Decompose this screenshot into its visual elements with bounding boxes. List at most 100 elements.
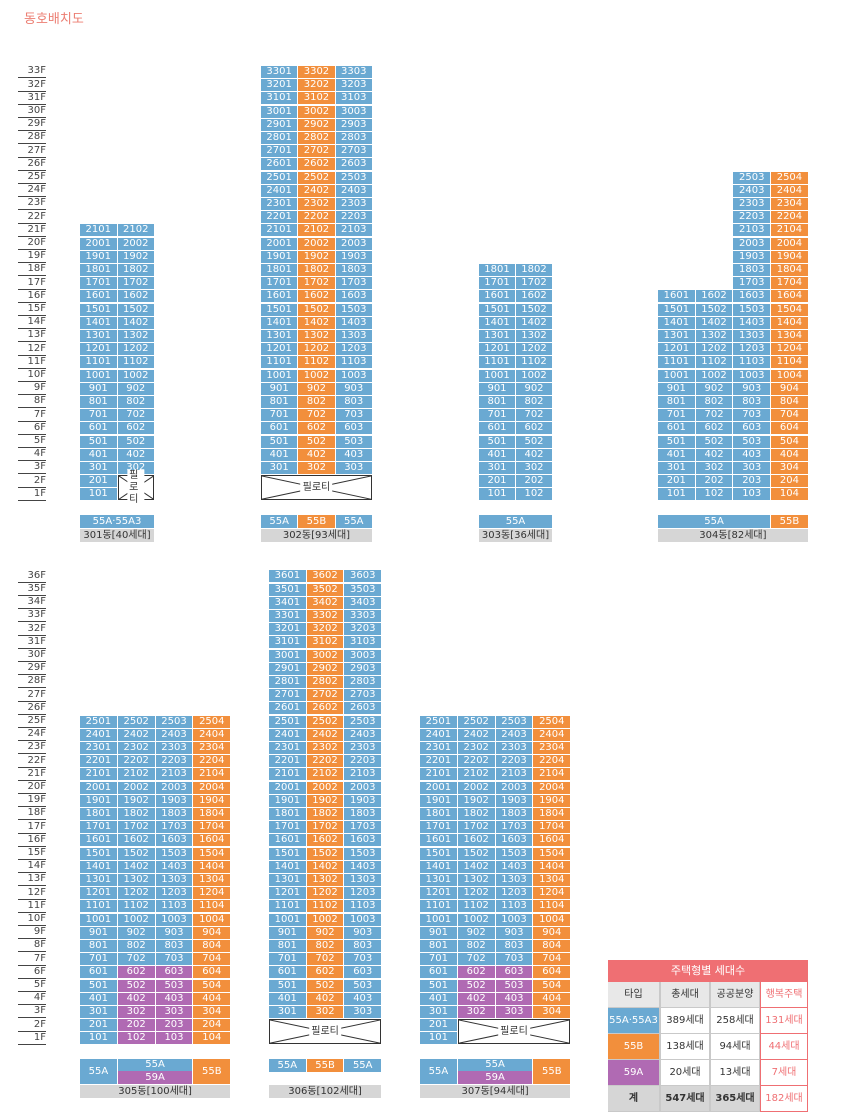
unit-cell: 1201 xyxy=(261,343,298,356)
unit-cell: 1604 xyxy=(533,834,571,847)
unit-cell: 2703 xyxy=(335,145,372,158)
unit-cell: 1104 xyxy=(771,356,808,369)
unit-cell: 1001 xyxy=(80,913,117,926)
unit-cell: 3001 xyxy=(261,105,298,118)
unit-cell: 2503 xyxy=(335,171,372,184)
legend-header-row: 타입 총세대 공공분양 행복주택 xyxy=(608,982,808,1008)
unit-cell: 2602 xyxy=(306,702,344,715)
unit-cell: 2303 xyxy=(733,198,771,210)
unit-cell: 2903 xyxy=(335,118,372,131)
unit-cell: 3303 xyxy=(335,66,372,78)
unit-cell: 402 xyxy=(117,448,154,461)
type-bar: 55B xyxy=(771,515,808,528)
unit-cell: 902 xyxy=(306,926,344,939)
unit-cell: 1302 xyxy=(457,874,495,886)
unit-cell: 2101 xyxy=(420,768,457,781)
legend-total: 389세대 xyxy=(660,1008,710,1034)
unit-cell: 701 xyxy=(479,409,515,422)
building-name: 304동[82세대] xyxy=(658,529,808,542)
unit-cell: 2303 xyxy=(495,742,533,754)
unit-cell: 1102 xyxy=(695,356,733,369)
unit-cell: 1501 xyxy=(479,303,515,316)
unit-cell: 1603 xyxy=(495,834,533,847)
unit-cell: 602 xyxy=(306,966,344,979)
unit-cell: 1704 xyxy=(771,277,808,290)
unit-cell: 601 xyxy=(80,422,117,435)
unit-cell: 2903 xyxy=(344,662,382,675)
unit-cell: 1502 xyxy=(117,303,154,316)
piloti-box: 필로티 xyxy=(457,1019,571,1045)
unit-cell: 1404 xyxy=(533,860,571,873)
unit-cell: 2402 xyxy=(457,728,495,741)
floor-label: 10F xyxy=(18,369,46,382)
piloti-label: 필로티 xyxy=(498,1025,530,1038)
legend-happy: 7세대 xyxy=(760,1060,808,1086)
floor-label: 18F xyxy=(18,263,46,277)
unit-cell: 3203 xyxy=(335,79,372,92)
type-bar: 55A xyxy=(658,515,771,528)
type-bar: 55B xyxy=(533,1059,571,1084)
unit-cell: 604 xyxy=(771,422,808,435)
unit-cell: 704 xyxy=(193,953,231,966)
unit-cell: 3103 xyxy=(335,92,372,105)
unit-cell: 1901 xyxy=(261,250,298,263)
unit-cell: 2501 xyxy=(420,715,457,728)
unit-cell: 1802 xyxy=(298,264,335,276)
unit-cell: 802 xyxy=(117,940,155,952)
unit-cell: 801 xyxy=(658,396,695,408)
building-name: 303동[36세대] xyxy=(479,529,552,542)
unit-cell: 1801 xyxy=(269,808,306,820)
unit-cell: 3301 xyxy=(269,610,306,622)
piloti-box: 필로티 xyxy=(261,475,372,501)
unit-cell: 2103 xyxy=(155,768,193,781)
unit-cell: 2702 xyxy=(306,689,344,702)
legend-type-55a: 55A·55A3 xyxy=(608,1008,660,1034)
unit-cell: 301 xyxy=(80,462,117,474)
unit-cell: 502 xyxy=(117,435,154,448)
unit-cell: 404 xyxy=(193,992,231,1005)
unit-cell: 2701 xyxy=(261,145,298,158)
unit-cell: 1701 xyxy=(261,277,298,290)
unit-cell: 804 xyxy=(533,940,571,952)
legend-sum-happy: 182세대 xyxy=(760,1086,808,1112)
unit-cell: 1802 xyxy=(117,264,154,276)
unit-cell: 802 xyxy=(516,396,552,408)
floor-label: 23F xyxy=(18,197,46,211)
unit-cell: 1201 xyxy=(80,887,117,900)
unit-cell: 2503 xyxy=(495,715,533,728)
unit-cell: 204 xyxy=(771,475,808,488)
legend-header-happy: 행복주택 xyxy=(760,982,808,1008)
floor-label: 15F xyxy=(18,847,46,860)
unit-cell: 1401 xyxy=(80,860,117,873)
unit-cell: 303 xyxy=(733,462,771,474)
unit-cell: 1402 xyxy=(695,316,733,329)
unit-cell: 1302 xyxy=(117,874,155,886)
unit-cell: 1901 xyxy=(420,794,457,807)
legend-public: 94세대 xyxy=(710,1034,760,1060)
unit-cell: 601 xyxy=(420,966,457,979)
unit-cell: 1702 xyxy=(298,277,335,290)
unit-cell: 3302 xyxy=(298,66,335,78)
piloti-label: 필로티 xyxy=(300,481,333,494)
unit-cell: 502 xyxy=(298,435,335,448)
unit-cell: 602 xyxy=(298,422,335,435)
unit-cell: 601 xyxy=(269,966,306,979)
unit-cell: 1104 xyxy=(533,900,571,913)
unit-cell: 1601 xyxy=(80,290,117,303)
type-bar: 55A xyxy=(269,1059,306,1072)
unit-cell: 203 xyxy=(733,475,771,488)
unit-cell: 403 xyxy=(155,992,193,1005)
unit-cell: 1601 xyxy=(420,834,457,847)
unit-cell: 501 xyxy=(420,979,457,992)
unit-cell: 3601 xyxy=(269,570,306,583)
unit-cell: 2202 xyxy=(298,211,335,224)
unit-cell: 501 xyxy=(80,979,117,992)
unit-cell: 2103 xyxy=(733,224,771,237)
unit-cell: 1101 xyxy=(658,356,695,369)
floor-label: 36F xyxy=(18,570,46,583)
unit-cell: 401 xyxy=(658,448,695,461)
unit-cell: 704 xyxy=(533,953,571,966)
unit-cell: 2501 xyxy=(261,171,298,184)
unit-cell: 1603 xyxy=(155,834,193,847)
